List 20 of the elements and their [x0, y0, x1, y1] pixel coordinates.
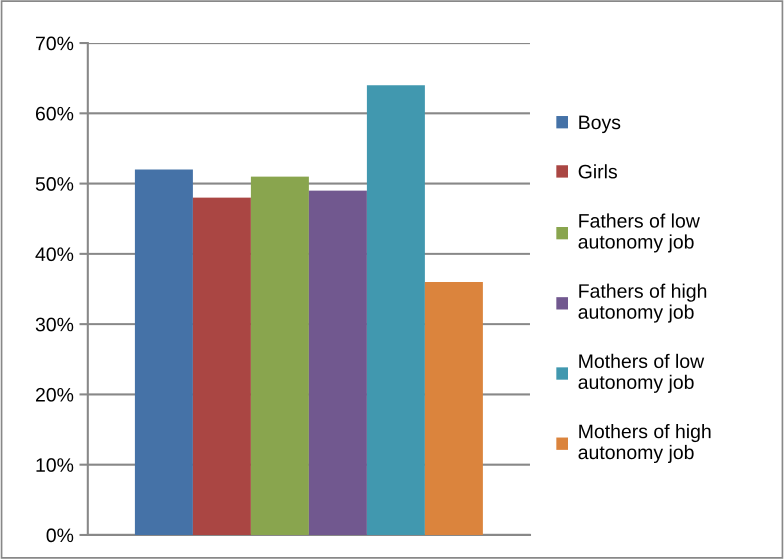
legend-label: Mothers of high autonomy job — [578, 424, 710, 464]
legend-label: Boys — [579, 116, 620, 134]
y-tick-label: 0% — [46, 528, 74, 542]
legend-label: Mothers of low autonomy job — [578, 354, 704, 393]
legend-label: Fathers of low autonomy job — [578, 213, 700, 253]
y-tick-label: 20% — [36, 388, 74, 402]
bar — [192, 198, 251, 535]
y-tick-label: 70% — [36, 36, 74, 50]
legend-label: Fathers of high autonomy job — [578, 284, 706, 323]
y-tick-label: 10% — [36, 458, 74, 472]
legend-label: Girls — [578, 164, 617, 178]
bar — [424, 282, 483, 535]
y-tick-label: 40% — [35, 247, 74, 262]
bar — [250, 176, 309, 535]
y-tick-label: 60% — [36, 106, 74, 121]
bar — [366, 85, 425, 535]
bar — [134, 170, 193, 535]
y-tick-label: 30% — [36, 318, 74, 332]
y-tick-label: 50% — [36, 177, 74, 191]
bar — [308, 190, 367, 535]
